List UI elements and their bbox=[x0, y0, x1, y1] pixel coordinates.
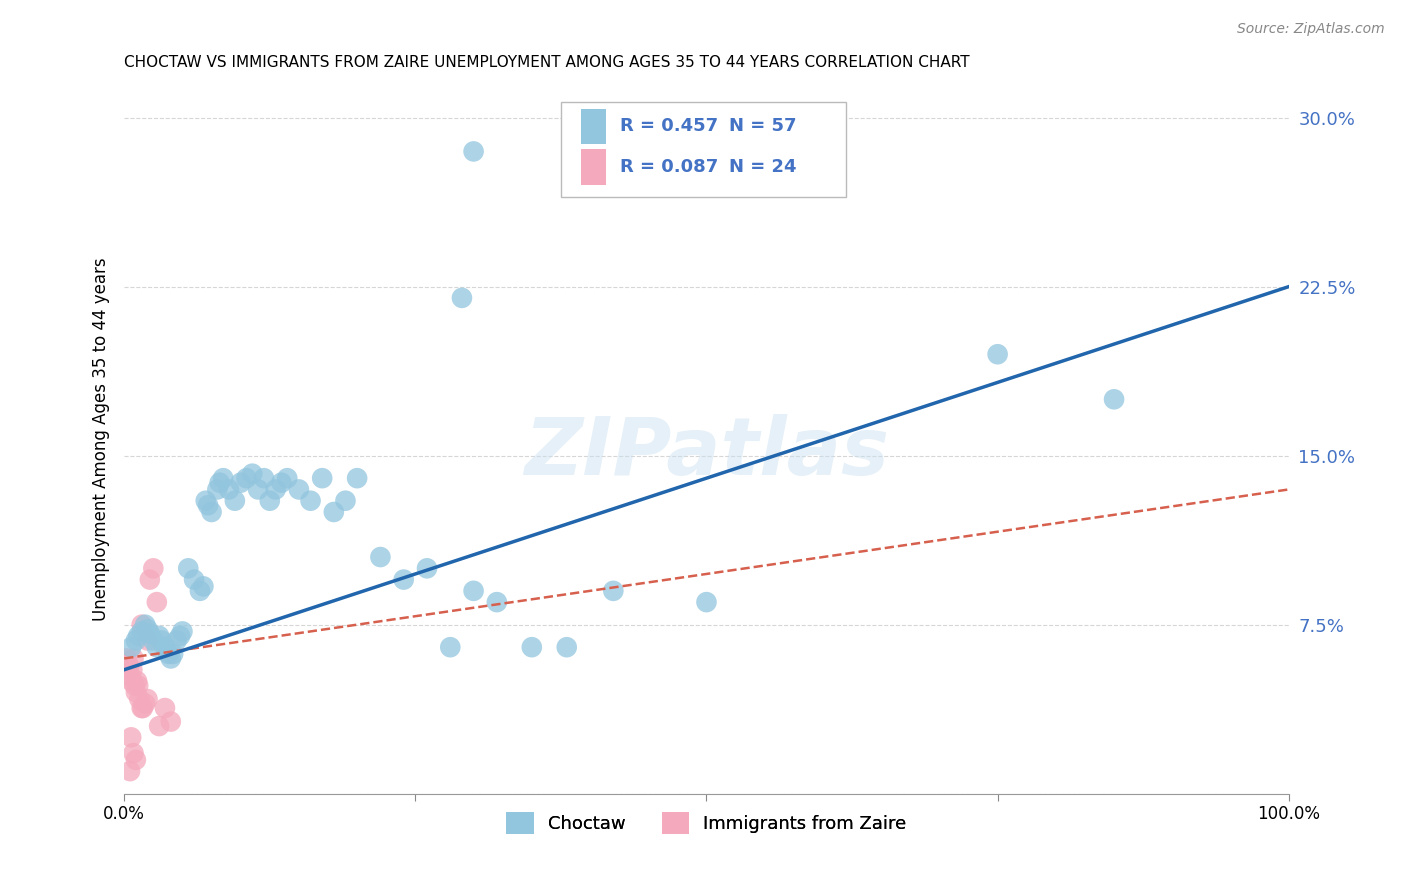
Point bbox=[194, 493, 217, 508]
Point bbox=[136, 622, 159, 636]
Point bbox=[139, 573, 162, 587]
Point bbox=[229, 475, 252, 490]
Text: N = 24: N = 24 bbox=[728, 158, 796, 177]
Point bbox=[128, 692, 150, 706]
Point bbox=[259, 493, 281, 508]
Point bbox=[451, 291, 474, 305]
Point bbox=[188, 583, 211, 598]
Point bbox=[115, 651, 138, 665]
Point bbox=[183, 573, 205, 587]
Point bbox=[134, 617, 156, 632]
Point bbox=[207, 483, 229, 497]
Point bbox=[136, 692, 159, 706]
Point bbox=[146, 595, 169, 609]
Point bbox=[335, 493, 357, 508]
Point bbox=[172, 624, 194, 639]
Point bbox=[125, 633, 148, 648]
FancyBboxPatch shape bbox=[581, 109, 606, 145]
Point bbox=[125, 753, 148, 767]
Point bbox=[139, 626, 162, 640]
Point bbox=[212, 471, 235, 485]
Point bbox=[121, 663, 143, 677]
Point bbox=[162, 647, 184, 661]
Point bbox=[148, 719, 170, 733]
Point bbox=[122, 746, 145, 760]
Point bbox=[120, 673, 142, 688]
Point bbox=[150, 633, 173, 648]
Point bbox=[159, 714, 181, 729]
Point bbox=[142, 561, 165, 575]
Point bbox=[127, 629, 149, 643]
Point bbox=[235, 471, 257, 485]
Legend: Choctaw, Immigrants from Zaire: Choctaw, Immigrants from Zaire bbox=[499, 805, 914, 841]
Point bbox=[370, 549, 392, 564]
Point bbox=[131, 617, 153, 632]
Point bbox=[392, 573, 415, 587]
Point bbox=[122, 651, 145, 665]
Point bbox=[169, 629, 191, 643]
Point bbox=[247, 483, 270, 497]
Text: N = 57: N = 57 bbox=[728, 118, 796, 136]
Point bbox=[602, 583, 624, 598]
Point bbox=[240, 467, 263, 481]
Point bbox=[118, 669, 141, 683]
Point bbox=[276, 471, 298, 485]
Point bbox=[136, 633, 159, 648]
Point bbox=[120, 640, 142, 655]
Text: R = 0.457: R = 0.457 bbox=[620, 118, 718, 136]
Point bbox=[134, 697, 156, 711]
Text: CHOCTAW VS IMMIGRANTS FROM ZAIRE UNEMPLOYMENT AMONG AGES 35 TO 44 YEARS CORRELAT: CHOCTAW VS IMMIGRANTS FROM ZAIRE UNEMPLO… bbox=[124, 55, 970, 70]
Point bbox=[197, 498, 219, 512]
Point bbox=[253, 471, 276, 485]
Point bbox=[131, 701, 153, 715]
Point bbox=[555, 640, 578, 655]
Point bbox=[463, 583, 485, 598]
Point bbox=[142, 633, 165, 648]
FancyBboxPatch shape bbox=[561, 102, 846, 197]
Point bbox=[463, 145, 485, 159]
Point bbox=[311, 471, 333, 485]
Point bbox=[270, 475, 292, 490]
Point bbox=[125, 685, 148, 699]
Point bbox=[322, 505, 344, 519]
Point bbox=[299, 493, 322, 508]
Point bbox=[987, 347, 1010, 361]
Point bbox=[193, 579, 215, 593]
Point bbox=[439, 640, 461, 655]
Point bbox=[148, 629, 170, 643]
Point bbox=[118, 663, 141, 677]
Point bbox=[159, 651, 181, 665]
Point bbox=[520, 640, 543, 655]
Point bbox=[157, 647, 180, 661]
Point bbox=[218, 483, 240, 497]
Point bbox=[695, 595, 717, 609]
Point bbox=[416, 561, 439, 575]
Point bbox=[124, 679, 146, 693]
Point bbox=[153, 640, 176, 655]
Point bbox=[146, 640, 169, 655]
Point bbox=[127, 679, 149, 693]
Point bbox=[131, 624, 153, 639]
Point bbox=[224, 493, 246, 508]
Point bbox=[177, 561, 200, 575]
Point bbox=[117, 656, 139, 670]
Point bbox=[125, 673, 148, 688]
Point bbox=[200, 505, 222, 519]
Point bbox=[118, 764, 141, 779]
Point bbox=[120, 731, 142, 745]
Text: R = 0.087: R = 0.087 bbox=[620, 158, 718, 177]
Point bbox=[208, 475, 231, 490]
Point bbox=[485, 595, 508, 609]
FancyBboxPatch shape bbox=[581, 150, 606, 185]
Y-axis label: Unemployment Among Ages 35 to 44 years: Unemployment Among Ages 35 to 44 years bbox=[93, 257, 110, 621]
Point bbox=[264, 483, 287, 497]
Point bbox=[346, 471, 368, 485]
Point bbox=[132, 701, 155, 715]
Text: Source: ZipAtlas.com: Source: ZipAtlas.com bbox=[1237, 22, 1385, 37]
Point bbox=[1102, 392, 1125, 407]
Text: ZIPatlas: ZIPatlas bbox=[524, 414, 889, 491]
Point bbox=[166, 633, 188, 648]
Point bbox=[153, 701, 176, 715]
Point bbox=[288, 483, 311, 497]
